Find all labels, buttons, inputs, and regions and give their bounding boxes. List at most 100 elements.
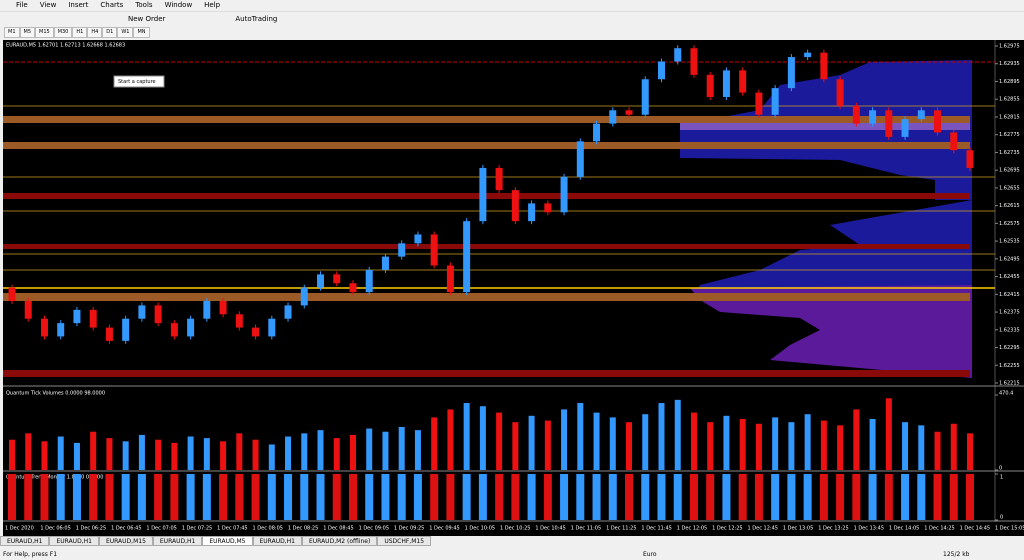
menu-item[interactable]: Charts [100, 1, 124, 9]
trend-bar [754, 474, 763, 520]
candle [203, 300, 211, 319]
menu-item[interactable]: Help [204, 1, 221, 9]
chart-tab[interactable]: EURAUD,H1 [49, 536, 99, 546]
volume-bar [577, 403, 584, 470]
timeframe-button[interactable]: MN [133, 27, 150, 38]
volume-bar [301, 433, 308, 470]
trend-bar [154, 474, 163, 520]
status-bar: For Help, press F1 Euro 125/2 kb [0, 548, 1024, 560]
volume-bar [512, 422, 519, 470]
trend-bar [527, 474, 536, 520]
trend-bar [365, 474, 374, 520]
chart-tab[interactable]: USDCHF,M15 [377, 536, 432, 546]
volume-bar [837, 425, 844, 470]
candle [430, 234, 438, 266]
timeframe-button[interactable]: H4 [87, 27, 103, 38]
menu-item[interactable]: View [39, 1, 57, 9]
y-tick-label: 1.62855 [999, 97, 1020, 103]
timeframe-button[interactable]: W1 [117, 27, 134, 38]
x-tick-label: 1 Dec 14:45 [960, 526, 990, 532]
candle [73, 309, 81, 324]
candle [852, 105, 860, 124]
chart-tab[interactable]: EURAUD,M15 [98, 536, 153, 546]
volume-bar [333, 438, 340, 470]
y-tick-label: 1.62495 [999, 256, 1020, 262]
candle [804, 52, 812, 58]
trend-bar [89, 474, 98, 520]
volume-bar [203, 438, 210, 470]
new-order-button[interactable]: New Order [128, 15, 166, 23]
candle [365, 269, 373, 293]
x-tick-label: 1 Dec 10:25 [500, 526, 530, 532]
trend-bar [413, 474, 422, 520]
trend-bar [332, 474, 341, 520]
candle [771, 88, 779, 115]
y-tick-label: 1.62215 [999, 381, 1020, 387]
candle [170, 323, 178, 337]
y-tick-label: 1.62975 [999, 44, 1020, 50]
chart-tab[interactable]: EURAUD,M5 [202, 536, 253, 546]
volume-bar [755, 423, 762, 470]
volume-bar [317, 430, 324, 470]
candle [690, 48, 698, 75]
timeframe-button[interactable]: D1 [102, 27, 118, 38]
chart-tab[interactable]: EURAUD,H1 [0, 536, 50, 546]
menu-item[interactable]: Window [164, 1, 193, 9]
x-tick-label: 1 Dec 12:45 [748, 526, 778, 532]
trend-bar [673, 474, 682, 520]
volume-bar [496, 412, 503, 470]
candle [706, 74, 714, 97]
timeframe-button[interactable]: M1 [4, 27, 20, 38]
candle [917, 110, 925, 120]
volume-bar [138, 434, 145, 470]
candle [138, 305, 146, 319]
volume-bar [252, 439, 259, 470]
candle [950, 132, 958, 151]
candle [463, 221, 471, 293]
volume-bar [544, 420, 551, 470]
volume-bar [561, 409, 568, 470]
autotrading-button[interactable]: AutoTrading [235, 15, 278, 23]
trend-bar [819, 474, 828, 520]
candle [901, 119, 909, 137]
volume-bar [9, 439, 15, 470]
candle [40, 318, 48, 337]
menu-item[interactable]: Insert [68, 1, 89, 9]
trend-bar [430, 474, 439, 520]
x-tick-label: 1 Dec 14:25 [924, 526, 954, 532]
candle [511, 190, 519, 222]
x-tick-label: 1 Dec 14:05 [889, 526, 919, 532]
trend-bar [40, 474, 49, 520]
volume-bar [122, 441, 129, 470]
candle [122, 318, 130, 341]
candle [966, 150, 974, 168]
x-tick-label: 1 Dec 10:05 [465, 526, 495, 532]
trend-bar [641, 474, 650, 520]
tooltip: Start a capture [118, 79, 156, 85]
trend-bar [397, 474, 406, 520]
chart-tab[interactable]: EURAUD,M2 (offline) [301, 536, 378, 546]
volume-label: Quantum Tick Volumes 0.0000 98.0000 [6, 391, 105, 397]
timeframe-button[interactable]: M15 [35, 27, 54, 38]
y-tick-label: 0 [1000, 515, 1003, 521]
status-traffic: 125/2 kb [943, 550, 970, 558]
trend-bar [202, 474, 211, 520]
chart-tab[interactable]: EURAUD,H1 [152, 536, 203, 546]
timeframe-button[interactable]: H1 [72, 27, 88, 38]
x-tick-label: 1 Dec 08:25 [288, 526, 318, 532]
trend-bar [186, 474, 195, 520]
trend-bar [381, 474, 390, 520]
y-tick-label: 1.62255 [999, 363, 1020, 369]
menu-item[interactable]: Tools [135, 1, 153, 9]
timeframe-button[interactable]: M30 [53, 27, 73, 38]
timeframe-button[interactable]: M5 [19, 27, 35, 38]
x-tick-label: 1 Dec 15:05 [995, 526, 1024, 532]
trend-bar [722, 474, 731, 520]
y-tick-label: 1.62775 [999, 132, 1020, 138]
candle [89, 309, 97, 328]
x-tick-label: 1 Dec 2020 [5, 526, 34, 532]
chart-tab[interactable]: EURAUD,H1 [252, 536, 302, 546]
menu-item[interactable]: File [16, 1, 28, 9]
y-tick-label: 1.62535 [999, 239, 1020, 245]
